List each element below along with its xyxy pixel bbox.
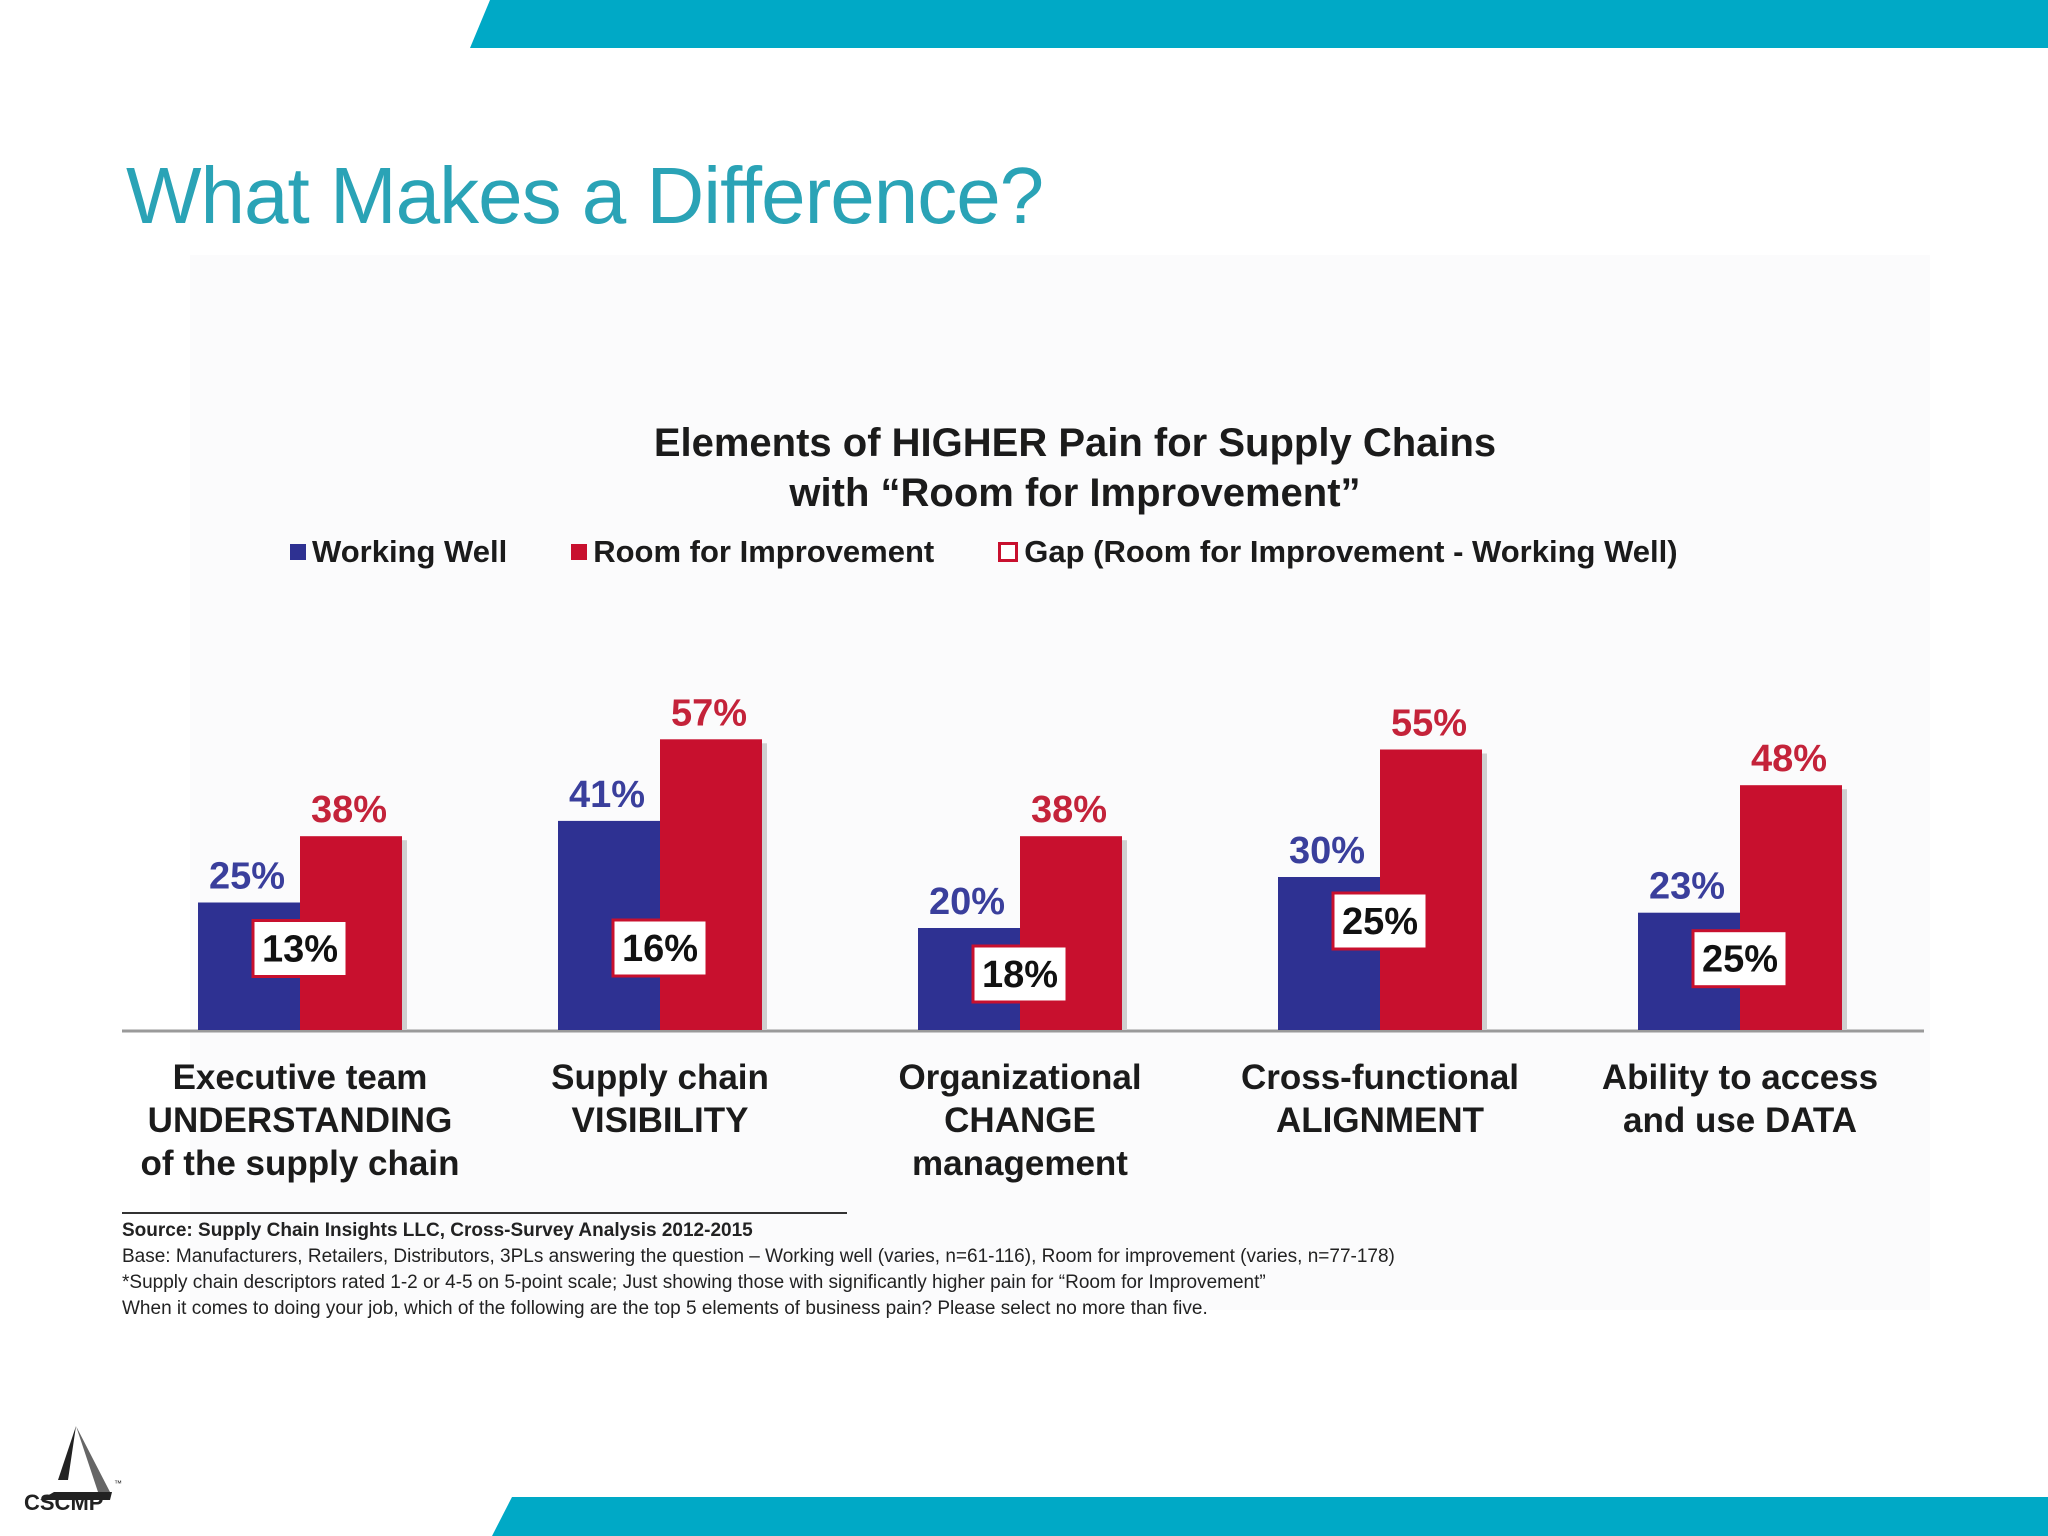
- category-label-line: CHANGE: [944, 1101, 1096, 1140]
- category-label-line: of the supply chain: [141, 1144, 460, 1183]
- category-label-line: ALIGNMENT: [1276, 1101, 1484, 1140]
- category-label-line: Organizational: [898, 1058, 1141, 1097]
- value-label-room-for-improvement: 38%: [1031, 789, 1107, 831]
- value-label-working-well: 30%: [1289, 830, 1365, 872]
- source-line-2: Base: Manufacturers, Retailers, Distribu…: [122, 1246, 1395, 1267]
- legend-item-room-for-improvement: Room for Improvement: [571, 534, 934, 570]
- value-label-room-for-improvement: 38%: [311, 789, 387, 831]
- bar-room-for-improvement: [1380, 749, 1482, 1030]
- source-notes: Source: Supply Chain Insights LLC, Cross…: [122, 1212, 1642, 1322]
- category-label-line: Supply chain: [551, 1058, 769, 1097]
- category-label-line: management: [912, 1144, 1128, 1183]
- legend-swatch-room-for-improvement: [571, 544, 588, 560]
- gap-box: [1331, 891, 1429, 951]
- value-label-working-well: 25%: [209, 856, 285, 898]
- category-label-line: VISIBILITY: [572, 1101, 749, 1140]
- logo-tm: ™: [114, 1479, 122, 1488]
- gap-box: [1691, 929, 1789, 989]
- source-line-4: When it comes to doing your job, which o…: [122, 1298, 1208, 1319]
- cscmp-logo-icon: ™: [40, 1426, 122, 1500]
- gap-value-label: 25%: [1702, 939, 1778, 981]
- category-label: Ability to access and use DATA: [1602, 1058, 1878, 1140]
- header-band: [470, 0, 2048, 48]
- gap-value-label: 18%: [982, 954, 1058, 996]
- gap-value-label: 25%: [1342, 901, 1418, 943]
- category-label-line: UNDERSTANDING: [148, 1101, 453, 1140]
- category-label-line: Ability to access: [1602, 1058, 1878, 1097]
- chart-title: Elements of HIGHER Pain for Supply Chain…: [400, 418, 1750, 518]
- logo-text: CSCMP: [24, 1490, 104, 1515]
- gap-box: [611, 918, 709, 978]
- value-label-room-for-improvement: 57%: [671, 692, 747, 734]
- chart-legend: Working Well Room for Improvement Gap (R…: [290, 532, 1678, 572]
- chart-title-line-2: with “Room for Improvement”: [789, 471, 1361, 515]
- category-label-line: and use DATA: [1623, 1101, 1857, 1140]
- gap-box: [251, 919, 349, 978]
- value-label-room-for-improvement: 55%: [1391, 703, 1467, 745]
- chart-title-line-1: Elements of HIGHER Pain for Supply Chain…: [653, 421, 1497, 465]
- slide-title: What Makes a Difference?: [126, 151, 1044, 240]
- legend-label-working-well: Working Well: [312, 534, 508, 569]
- source-line-1: Source: Supply Chain Insights LLC, Cross…: [122, 1220, 753, 1241]
- value-label-working-well: 20%: [929, 881, 1005, 923]
- legend-label-room-for-improvement: Room for Improvement: [593, 534, 935, 569]
- value-label-working-well: 23%: [1649, 866, 1725, 908]
- footer-band: [492, 1497, 2048, 1536]
- legend-item-working-well: Working Well: [290, 534, 507, 570]
- legend-swatch-working-well: [290, 544, 306, 560]
- value-label-room-for-improvement: 48%: [1751, 738, 1827, 780]
- category-label: Cross-functional ALIGNMENT: [1241, 1058, 1519, 1140]
- bar-room-for-improvement: [660, 739, 762, 1030]
- category-label: Organizational CHANGE management: [898, 1058, 1141, 1183]
- header-band-shape: [470, 0, 2048, 48]
- legend-swatch-gap: [998, 542, 1019, 562]
- gap-box: [971, 944, 1069, 1004]
- category-label-line: Cross-functional: [1241, 1058, 1519, 1097]
- category-label: Executive team UNDERSTANDING of the supply…: [141, 1058, 460, 1183]
- legend-item-gap: Gap (Room for Improvement - Working Well…: [998, 534, 1678, 570]
- gap-value-label: 16%: [622, 928, 698, 970]
- value-label-working-well: 41%: [569, 774, 645, 816]
- gap-value-label: 13%: [262, 929, 338, 971]
- chart-panel: [190, 255, 1930, 1310]
- category-label: Supply chain VISIBILITY: [551, 1058, 769, 1140]
- source-divider: [122, 1212, 847, 1214]
- footer-band-shape: [492, 1497, 2048, 1536]
- source-line-3: *Supply chain descriptors rated 1-2 or 4…: [122, 1272, 1266, 1293]
- bar-room-for-improvement: [1740, 785, 1842, 1030]
- category-label-line: Executive team: [173, 1058, 428, 1097]
- legend-label-gap: Gap (Room for Improvement - Working Well…: [1024, 534, 1678, 569]
